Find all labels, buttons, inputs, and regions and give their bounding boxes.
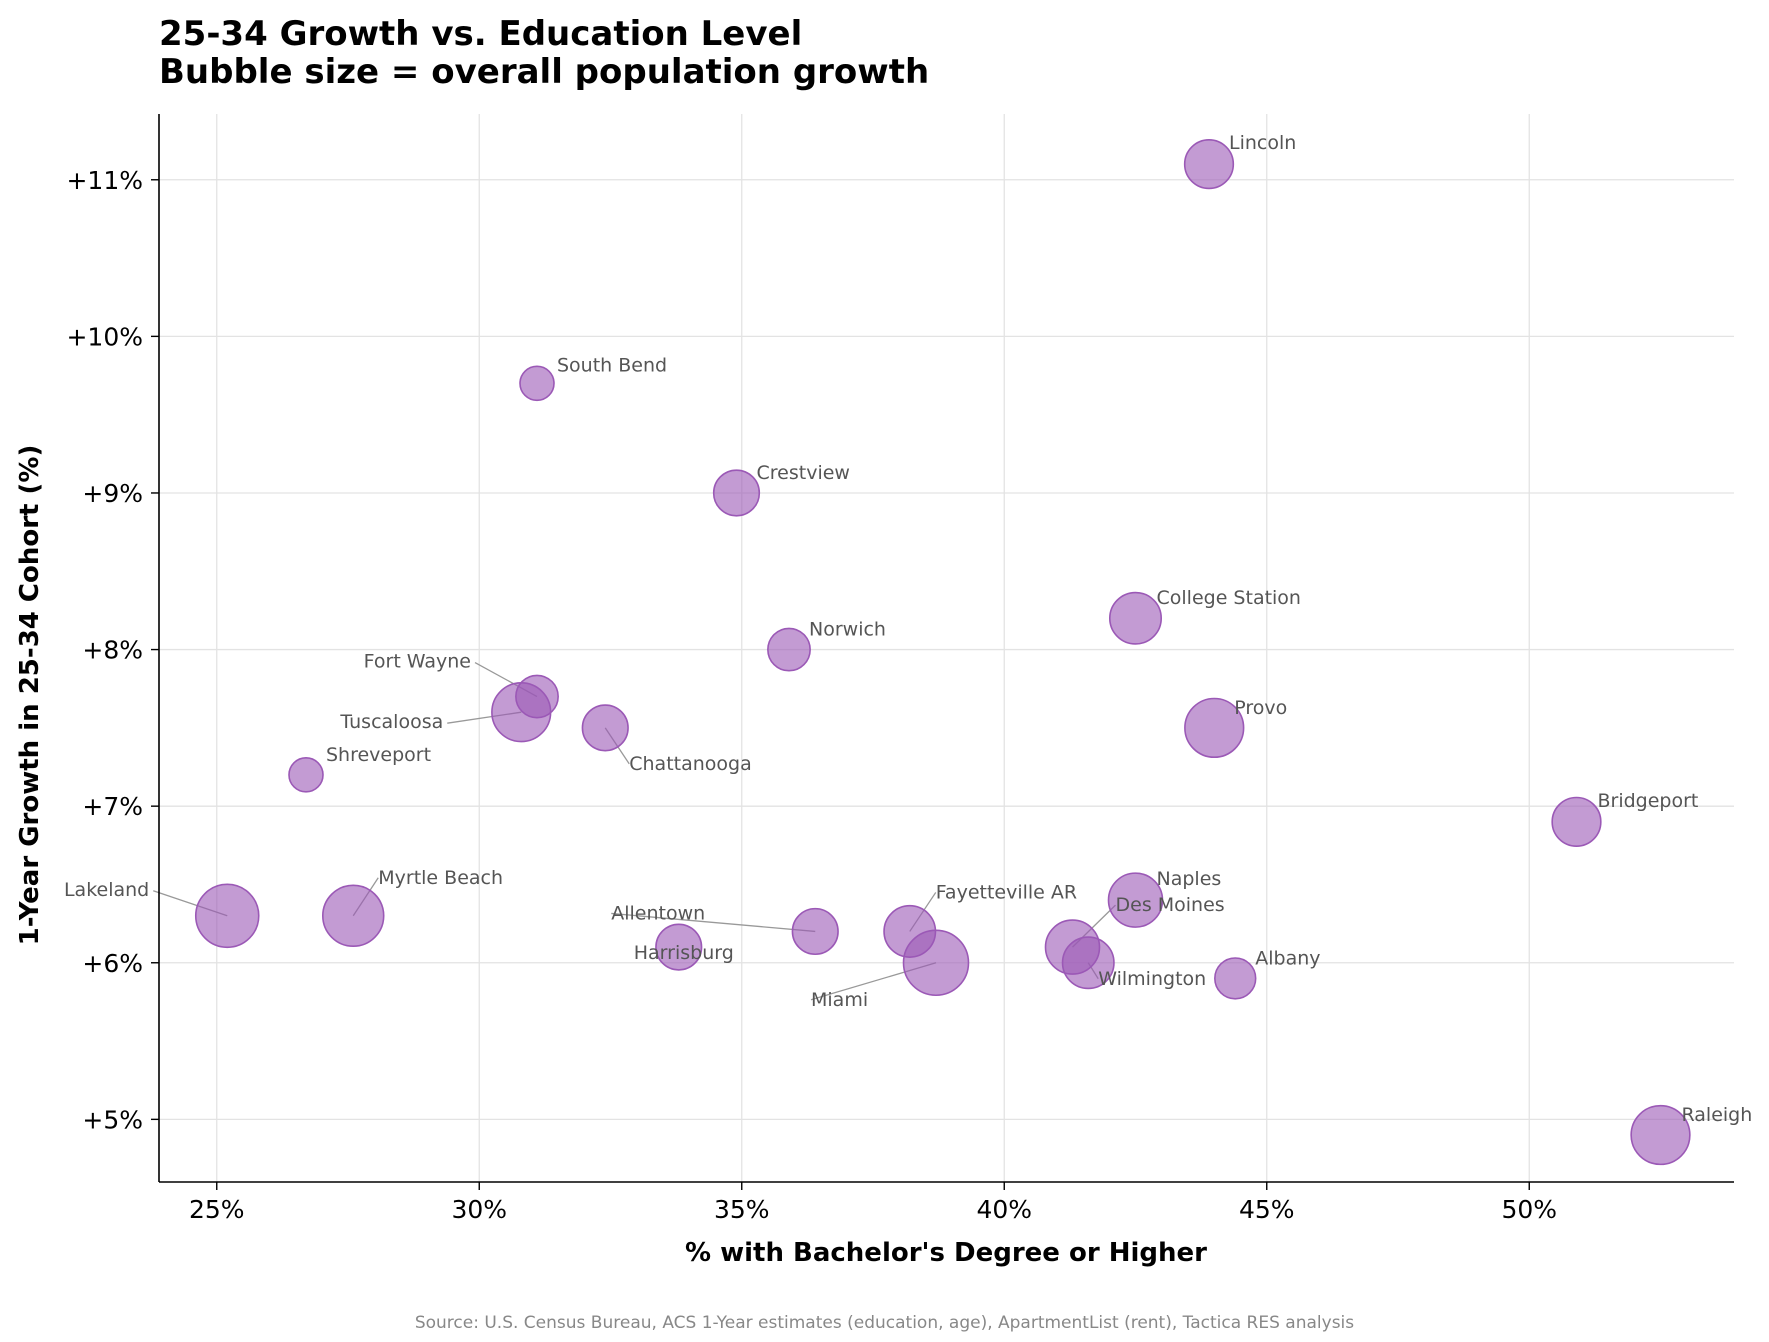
bubble-lincoln xyxy=(1183,138,1235,190)
bubble-crestview xyxy=(712,469,761,517)
y-tick-label: +5% xyxy=(82,1105,143,1134)
y-tick-label: +10% xyxy=(66,322,143,351)
label-naples: Naples xyxy=(1157,868,1222,890)
x-tick-label: 45% xyxy=(1239,1195,1295,1224)
bubble-shreveport xyxy=(288,757,324,793)
label-albany: Albany xyxy=(1255,947,1320,969)
bubble-tuscaloosa xyxy=(491,682,552,743)
label-norwich: Norwich xyxy=(809,619,886,641)
chart-title: 25-34 Growth vs. Education Level xyxy=(159,14,803,54)
label-fort-wayne: Fort Wayne xyxy=(364,651,471,673)
bubble-south-bend xyxy=(519,365,555,402)
label-south-bend: South Bend xyxy=(557,354,667,376)
label-miami: Miami xyxy=(811,989,868,1011)
y-tick-label: +9% xyxy=(82,479,143,508)
bubble-naples xyxy=(1107,872,1164,928)
x-tick-label: 35% xyxy=(714,1195,770,1224)
ticks: 25% 30% 35% 40% 45% 50% +5% +6% +7% +8% +9% +10% +11… xyxy=(66,166,1557,1224)
x-tick-label: 40% xyxy=(976,1195,1032,1224)
bubble-myrtle-beach xyxy=(321,884,385,948)
label-chattanooga: Chattanooga xyxy=(629,753,752,775)
label-myrtle-beach: Myrtle Beach xyxy=(378,867,503,889)
label-tuscaloosa: Tuscaloosa xyxy=(339,711,443,733)
bubble-miami xyxy=(902,929,970,997)
label-lakeland: Lakeland xyxy=(64,879,149,901)
y-axis-label: 1-Year Growth in 25-34 Cohort (%) xyxy=(15,445,45,946)
chart-subtitle: Bubble size = overall population growth xyxy=(159,52,930,92)
label-raleigh: Raleigh xyxy=(1682,1104,1753,1126)
axes xyxy=(158,114,1734,1183)
label-wilmington: Wilmington xyxy=(1098,968,1206,990)
y-tick-label: +11% xyxy=(66,166,143,195)
bubble-harrisburg xyxy=(655,923,703,971)
bubble-wilmington xyxy=(1061,936,1115,990)
label-harrisburg: Harrisburg xyxy=(634,942,734,964)
x-tick-label: 30% xyxy=(451,1195,507,1224)
x-axis-label: % with Bachelor's Degree or Higher xyxy=(685,1238,1207,1268)
label-college-station: College Station xyxy=(1157,587,1301,609)
y-tick-label: +6% xyxy=(82,949,143,978)
x-tick-label: 50% xyxy=(1501,1195,1557,1224)
source-note: Source: U.S. Census Bureau, ACS 1-Year e… xyxy=(414,1313,1355,1333)
bubble-allentown xyxy=(791,907,839,956)
label-bridgeport: Bridgeport xyxy=(1598,790,1699,812)
x-tick-label: 25% xyxy=(189,1195,245,1224)
bubble-college-station xyxy=(1108,591,1163,645)
y-tick-label: +8% xyxy=(82,636,143,665)
bubble-bridgeport xyxy=(1551,796,1602,847)
bubble-lakeland xyxy=(194,883,260,949)
bubble-chattanooga xyxy=(581,704,629,752)
label-provo: Provo xyxy=(1234,697,1287,719)
bubble-norwich xyxy=(767,627,811,672)
bubbles xyxy=(194,138,1691,1166)
bubble-albany xyxy=(1214,957,1257,1000)
label-fayetteville-ar: Fayetteville AR xyxy=(936,881,1077,903)
bubble-raleigh xyxy=(1630,1104,1691,1166)
y-tick-label: +7% xyxy=(82,792,143,821)
bubble-provo xyxy=(1184,697,1245,759)
label-crestview: Crestview xyxy=(757,462,850,484)
label-des-moines: Des Moines xyxy=(1116,894,1225,916)
label-shreveport: Shreveport xyxy=(326,744,431,766)
grid xyxy=(159,114,1734,1182)
leader-line xyxy=(611,912,816,933)
label-allentown: Allentown xyxy=(611,902,705,924)
point-labels: Lincoln South Bend Crestview College Statio… xyxy=(64,132,1752,1126)
label-lincoln: Lincoln xyxy=(1229,132,1296,154)
